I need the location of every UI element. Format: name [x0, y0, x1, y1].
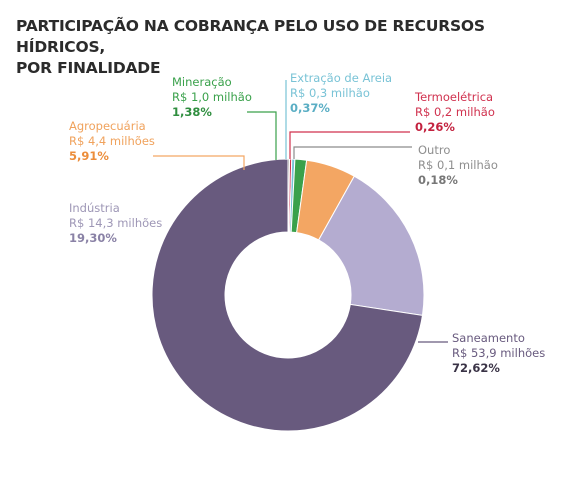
- label-saneamento-percent: 72,62%: [452, 361, 500, 375]
- chart-title-line-2: POR FINALIDADE: [16, 59, 161, 77]
- label-minera-o-name: Mineração: [172, 75, 232, 89]
- leader-line-outro: [293, 146, 412, 159]
- leader-line-agropecu-ria: [153, 155, 245, 170]
- label-agropecu-ria-name: Agropecuária: [69, 119, 146, 133]
- leader-line-minera-o: [247, 111, 277, 160]
- label-ind-stria-value: R$ 14,3 milhões: [69, 216, 162, 230]
- label-agropecu-ria-value: R$ 4,4 milhões: [69, 134, 155, 148]
- label-saneamento-value: R$ 53,9 milhões: [452, 346, 545, 360]
- label-termoel-trica-name: Termoelétrica: [414, 90, 493, 104]
- label-extra-o-de-areia-percent: 0,37%: [290, 101, 330, 115]
- chart-title-line-1: PARTICIPAÇÃO NA COBRANÇA PELO USO DE REC…: [16, 17, 485, 56]
- label-extra-o-de-areia-name: Extração de Areia: [290, 71, 392, 85]
- label-extra-o-de-areia-value: R$ 0,3 milhão: [290, 86, 370, 100]
- label-agropecu-ria-percent: 5,91%: [69, 149, 109, 163]
- label-outro-value: R$ 0,1 milhão: [418, 158, 498, 172]
- label-termoel-trica-percent: 0,26%: [415, 120, 455, 134]
- label-ind-stria-name: Indústria: [69, 201, 120, 215]
- label-outro-name: Outro: [418, 143, 450, 157]
- slice-saneamento: [151, 158, 424, 432]
- label-saneamento-name: Saneamento: [452, 331, 525, 345]
- label-ind-stria-percent: 19,30%: [69, 231, 117, 245]
- chart-title: PARTICIPAÇÃO NA COBRANÇA PELO USO DE REC…: [16, 16, 576, 79]
- label-minera-o-value: R$ 1,0 milhão: [172, 90, 252, 104]
- slice-ind-stria: [318, 175, 425, 316]
- leader-line-termoel-trica: [289, 131, 410, 159]
- label-outro-percent: 0,18%: [418, 173, 458, 187]
- label-termoel-trica-value: R$ 0,2 milhão: [415, 105, 495, 119]
- label-minera-o-percent: 1,38%: [172, 105, 212, 119]
